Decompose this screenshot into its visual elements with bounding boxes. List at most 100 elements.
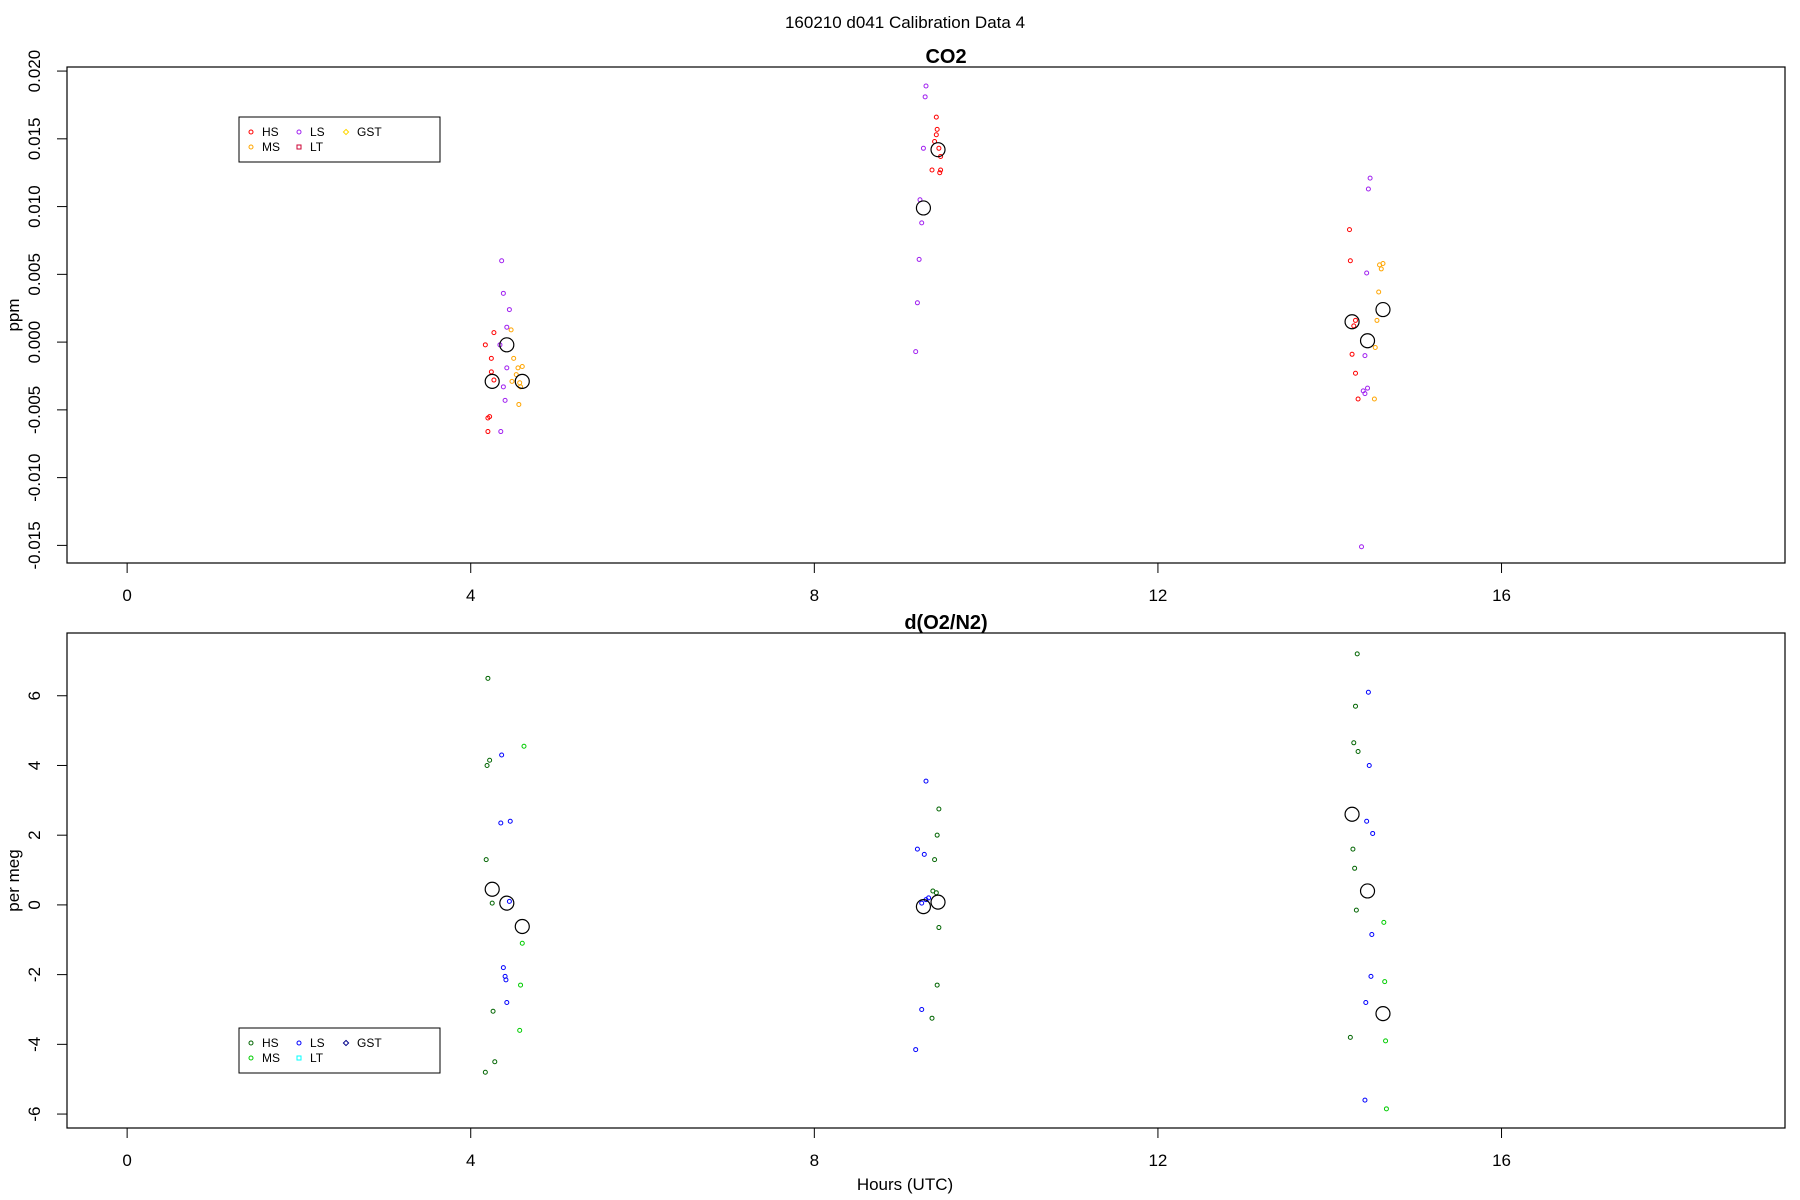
data-point — [504, 324, 510, 330]
mean-point — [915, 899, 932, 915]
data-point — [937, 170, 943, 176]
data-point — [914, 846, 920, 852]
legend-marker — [342, 1039, 350, 1047]
data-point — [926, 895, 932, 901]
data-point — [1371, 396, 1377, 402]
mean-point — [915, 200, 932, 216]
data-point — [936, 925, 942, 931]
legend-marker — [342, 128, 350, 136]
data-point — [1365, 385, 1371, 391]
x-tick-label: 4 — [466, 1151, 475, 1170]
data-point — [933, 114, 939, 120]
data-point — [934, 832, 940, 838]
data-point — [498, 820, 504, 826]
data-point — [487, 414, 493, 420]
data-point — [1352, 865, 1358, 871]
data-point — [919, 220, 925, 226]
y-tick-label: -0.005 — [25, 386, 44, 434]
mean-point — [1344, 314, 1360, 330]
data-point — [1381, 919, 1387, 925]
y-tick-label: 0.005 — [25, 253, 44, 296]
y-tick-label: 0.010 — [25, 185, 44, 228]
data-point — [504, 365, 510, 371]
legend-label: LS — [310, 125, 325, 139]
legend-marker — [248, 1040, 254, 1046]
data-point — [1369, 932, 1375, 938]
data-point — [1362, 391, 1368, 397]
y-tick-label: -0.010 — [25, 454, 44, 502]
data-point — [485, 429, 491, 435]
data-point — [1359, 544, 1365, 550]
y-axis-title: per meg — [4, 849, 23, 911]
data-point — [1383, 1038, 1389, 1044]
data-point — [1372, 345, 1378, 351]
data-point — [938, 167, 944, 173]
data-point — [919, 900, 925, 906]
mean-point — [930, 142, 946, 158]
data-point — [923, 83, 929, 89]
y-tick-label: -4 — [25, 1037, 44, 1052]
data-point — [483, 857, 489, 863]
data-point — [488, 355, 494, 361]
mean-point — [930, 894, 946, 910]
y-tick-label: 6 — [25, 691, 44, 700]
legend-label: HS — [262, 1036, 279, 1050]
data-point — [492, 1059, 498, 1065]
y-tick-label: 0.000 — [25, 321, 44, 364]
data-point — [1382, 979, 1388, 985]
legend-box — [238, 1027, 441, 1074]
data-point — [508, 327, 514, 333]
data-point — [498, 429, 504, 435]
data-point — [1349, 351, 1355, 357]
legend-label: GST — [357, 1036, 382, 1050]
mean-point — [499, 337, 515, 353]
data-point — [487, 757, 493, 763]
data-point — [517, 1027, 523, 1033]
data-point — [502, 397, 508, 403]
data-point — [934, 126, 940, 132]
mean-point — [514, 918, 530, 935]
panel-title: d(O2/N2) — [904, 612, 987, 634]
series-ms — [517, 743, 1389, 1112]
y-tick-label: 4 — [25, 761, 44, 770]
legend-marker — [296, 1055, 302, 1061]
data-point — [1351, 323, 1357, 329]
chart-panel-2: d(O2/N2) 0 4 8 12 16 -6 -4 -2 0 2 4 6 per meg Hours (U… — [4, 612, 1786, 1194]
data-point — [500, 290, 506, 296]
data-point — [929, 167, 935, 173]
y-tick-label: 0.015 — [25, 118, 44, 161]
data-point — [1354, 651, 1360, 657]
data-point — [1362, 1097, 1368, 1103]
mean-point — [514, 373, 530, 390]
data-point — [921, 851, 927, 857]
data-point — [506, 307, 512, 313]
mean-point — [1375, 301, 1391, 318]
legend-label: MS — [262, 140, 280, 154]
data-point — [509, 378, 515, 384]
data-point — [500, 965, 506, 971]
y-tick-label: 0.020 — [25, 50, 44, 93]
mean-point — [1359, 883, 1376, 899]
mean-point — [499, 895, 515, 911]
series-hs — [482, 651, 1361, 1075]
panel-title: CO2 — [925, 46, 966, 68]
data-point — [482, 1069, 488, 1075]
data-point — [1380, 261, 1386, 267]
data-point — [519, 940, 525, 946]
data-point — [936, 145, 942, 151]
series-ms — [508, 261, 1386, 407]
legend-label: LT — [310, 1051, 324, 1065]
data-point — [1347, 258, 1353, 264]
y-tick-label: 0 — [25, 900, 44, 909]
series-mean — [484, 806, 1391, 1022]
data-point — [1374, 317, 1380, 323]
data-point — [913, 349, 919, 355]
data-point — [506, 898, 512, 904]
data-point — [1346, 227, 1352, 233]
data-point — [1355, 396, 1361, 402]
data-point — [920, 145, 926, 151]
data-point — [1378, 266, 1384, 272]
x-tick-label: 4 — [466, 586, 475, 605]
legend-label: MS — [262, 1051, 280, 1065]
